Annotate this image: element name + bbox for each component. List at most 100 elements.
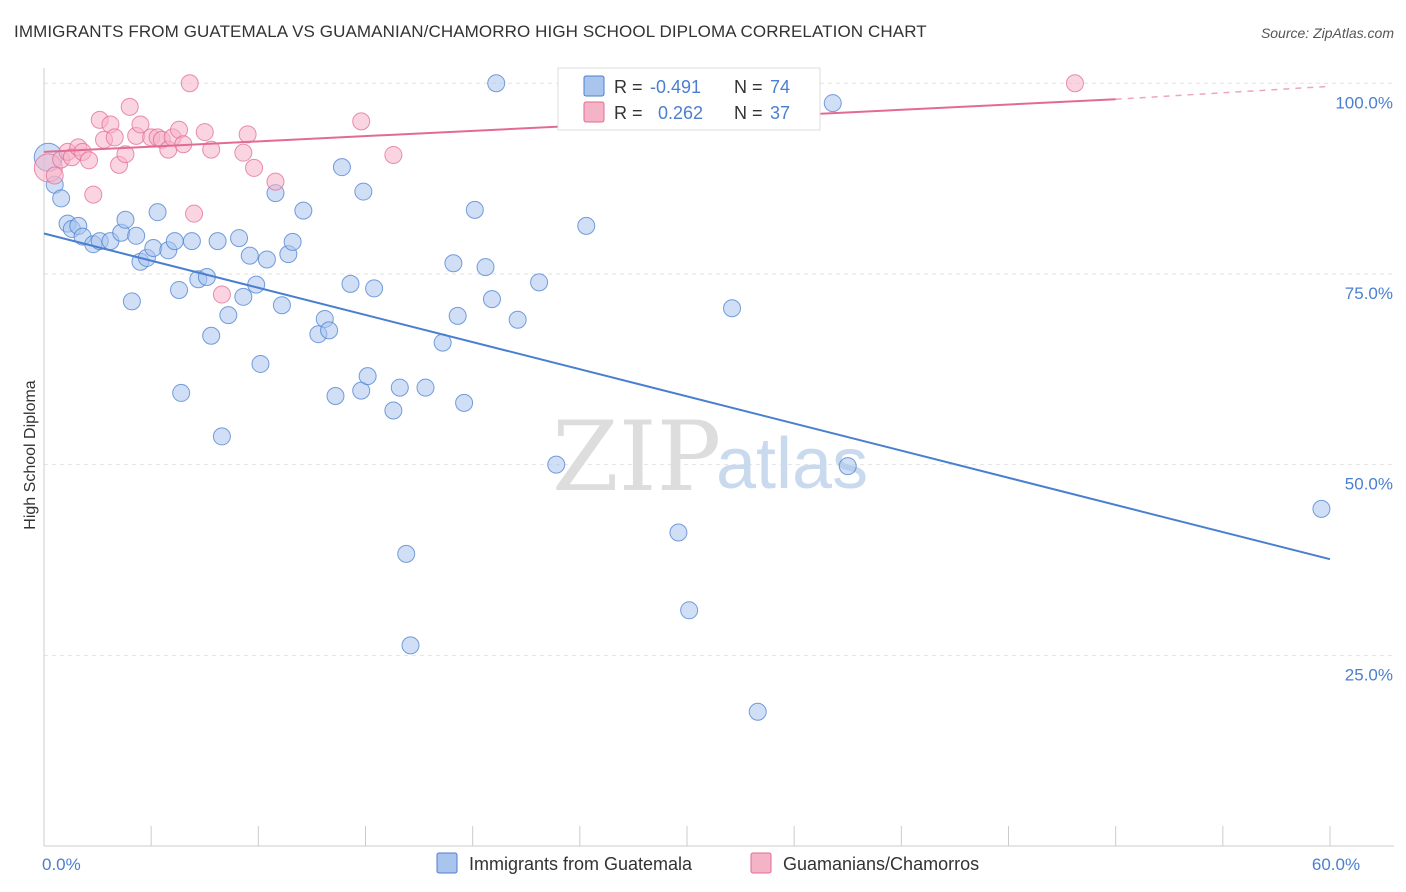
guatemala-point xyxy=(230,229,249,248)
guamanian-point xyxy=(245,158,264,177)
guatemala-point xyxy=(455,393,474,412)
guatemala-point xyxy=(294,201,313,220)
y-tick-label: 75.0% xyxy=(1345,284,1393,303)
trend-line-guatemala xyxy=(43,232,1331,561)
guatemala-point xyxy=(165,232,184,251)
legend-r-label-2: R = xyxy=(614,103,643,123)
legend-n-value-2: 37 xyxy=(770,103,790,123)
guatemala-point xyxy=(482,290,501,309)
series-legend: Immigrants from Guatemala Guamanians/Cha… xyxy=(436,852,979,874)
series-guatemala-points xyxy=(33,74,1331,721)
guamanian-point xyxy=(234,143,253,162)
legend-r-label-1: R = xyxy=(614,77,643,97)
axes xyxy=(43,68,1394,847)
guatemala-point xyxy=(272,296,291,315)
y-tick-labels: 100.0% 75.0% 50.0% 25.0% xyxy=(1335,93,1393,684)
watermark: ZIP atlas xyxy=(552,401,868,513)
guamanian-point xyxy=(1065,74,1084,93)
guamanian-point xyxy=(116,145,135,164)
legend-n-label-1: N = xyxy=(734,77,763,97)
legend-n-value-1: 74 xyxy=(770,77,790,97)
guatemala-point xyxy=(680,601,699,620)
guatemala-point xyxy=(476,258,495,277)
legend-n-label-2: N = xyxy=(734,103,763,123)
guatemala-point xyxy=(341,274,360,293)
guatemala-point xyxy=(547,455,566,474)
guatemala-point xyxy=(127,226,146,245)
guatemala-point xyxy=(148,203,167,222)
guatemala-point xyxy=(669,523,688,542)
guatemala-point xyxy=(448,306,467,325)
guatemala-point xyxy=(390,378,409,397)
guatemala-point xyxy=(247,275,266,294)
guatemala-point xyxy=(401,636,420,655)
guatemala-point xyxy=(365,279,384,298)
guatemala-point xyxy=(397,544,416,563)
guatemala-point xyxy=(251,354,270,373)
guamanian-point xyxy=(266,172,285,191)
series-guamanian-points xyxy=(33,74,1084,304)
guatemala-point xyxy=(219,306,238,325)
guatemala-point xyxy=(358,367,377,386)
stats-legend: R = -0.491 N = 74 R = 0.262 N = 37 xyxy=(557,67,821,131)
x-tick-label: 0.0% xyxy=(42,855,81,874)
guamanian-point xyxy=(84,185,103,204)
guatemala-point xyxy=(723,299,742,318)
series-legend-label-guatemala: Immigrants from Guatemala xyxy=(469,854,693,874)
guatemala-point xyxy=(212,427,231,446)
legend-swatch-blue xyxy=(583,75,605,97)
guamanian-point xyxy=(185,204,204,223)
guatemala-point xyxy=(444,254,463,273)
guamanian-point xyxy=(105,128,124,147)
guatemala-point xyxy=(52,189,71,208)
guatemala-point xyxy=(208,232,227,251)
guatemala-point xyxy=(240,246,259,265)
series-legend-swatch-guatemala xyxy=(436,852,458,874)
guatemala-point xyxy=(332,158,351,177)
x-axis-ticks xyxy=(43,826,1331,846)
guatemala-point xyxy=(823,94,842,113)
chart-source: Source: ZipAtlas.com xyxy=(1260,25,1394,41)
watermark-zip: ZIP xyxy=(552,401,721,513)
guatemala-point xyxy=(465,200,484,219)
guamanian-point xyxy=(202,140,221,159)
guatemala-point xyxy=(1312,499,1331,518)
guamanian-point xyxy=(352,112,371,131)
guamanian-point xyxy=(180,74,199,93)
y-tick-label: 25.0% xyxy=(1345,665,1393,684)
guatemala-point xyxy=(202,326,221,345)
guatemala-point xyxy=(182,232,201,251)
series-legend-label-guamanian: Guamanians/Chamorros xyxy=(783,854,979,874)
guatemala-point xyxy=(530,273,549,292)
guamanian-point xyxy=(120,97,139,116)
guamanian-point xyxy=(80,151,99,170)
series-legend-swatch-guamanian xyxy=(750,852,772,874)
legend-r-value-2: 0.262 xyxy=(658,103,703,123)
x-tick-label: 60.0% xyxy=(1312,855,1360,874)
guatemala-point xyxy=(170,280,189,299)
guamanian-point xyxy=(195,123,214,142)
guamanian-point xyxy=(238,125,257,144)
legend-swatch-pink xyxy=(583,101,605,123)
guatemala-point xyxy=(172,383,191,402)
y-axis-label: High School Diploma xyxy=(22,380,39,530)
guatemala-point xyxy=(748,702,767,721)
guamanian-point xyxy=(45,166,64,185)
y-tick-label: 100.0% xyxy=(1335,93,1393,112)
chart-title: IMMIGRANTS FROM GUATEMALA VS GUAMANIAN/C… xyxy=(14,22,927,41)
y-tick-label: 50.0% xyxy=(1345,475,1393,494)
guatemala-point xyxy=(416,378,435,397)
guatemala-point xyxy=(384,401,403,420)
legend-r-value-1: -0.491 xyxy=(650,77,701,97)
guatemala-point xyxy=(234,287,253,306)
guatemala-point xyxy=(354,182,373,201)
guatemala-point xyxy=(257,250,276,269)
guatemala-point xyxy=(577,216,596,235)
guatemala-point xyxy=(326,386,345,405)
guatemala-point xyxy=(508,310,527,329)
guatemala-point xyxy=(116,210,135,229)
guatemala-point xyxy=(144,239,163,258)
guatemala-point xyxy=(320,321,339,340)
x-tick-labels: 0.0% 60.0% xyxy=(42,855,1360,874)
guamanian-point xyxy=(131,115,150,134)
